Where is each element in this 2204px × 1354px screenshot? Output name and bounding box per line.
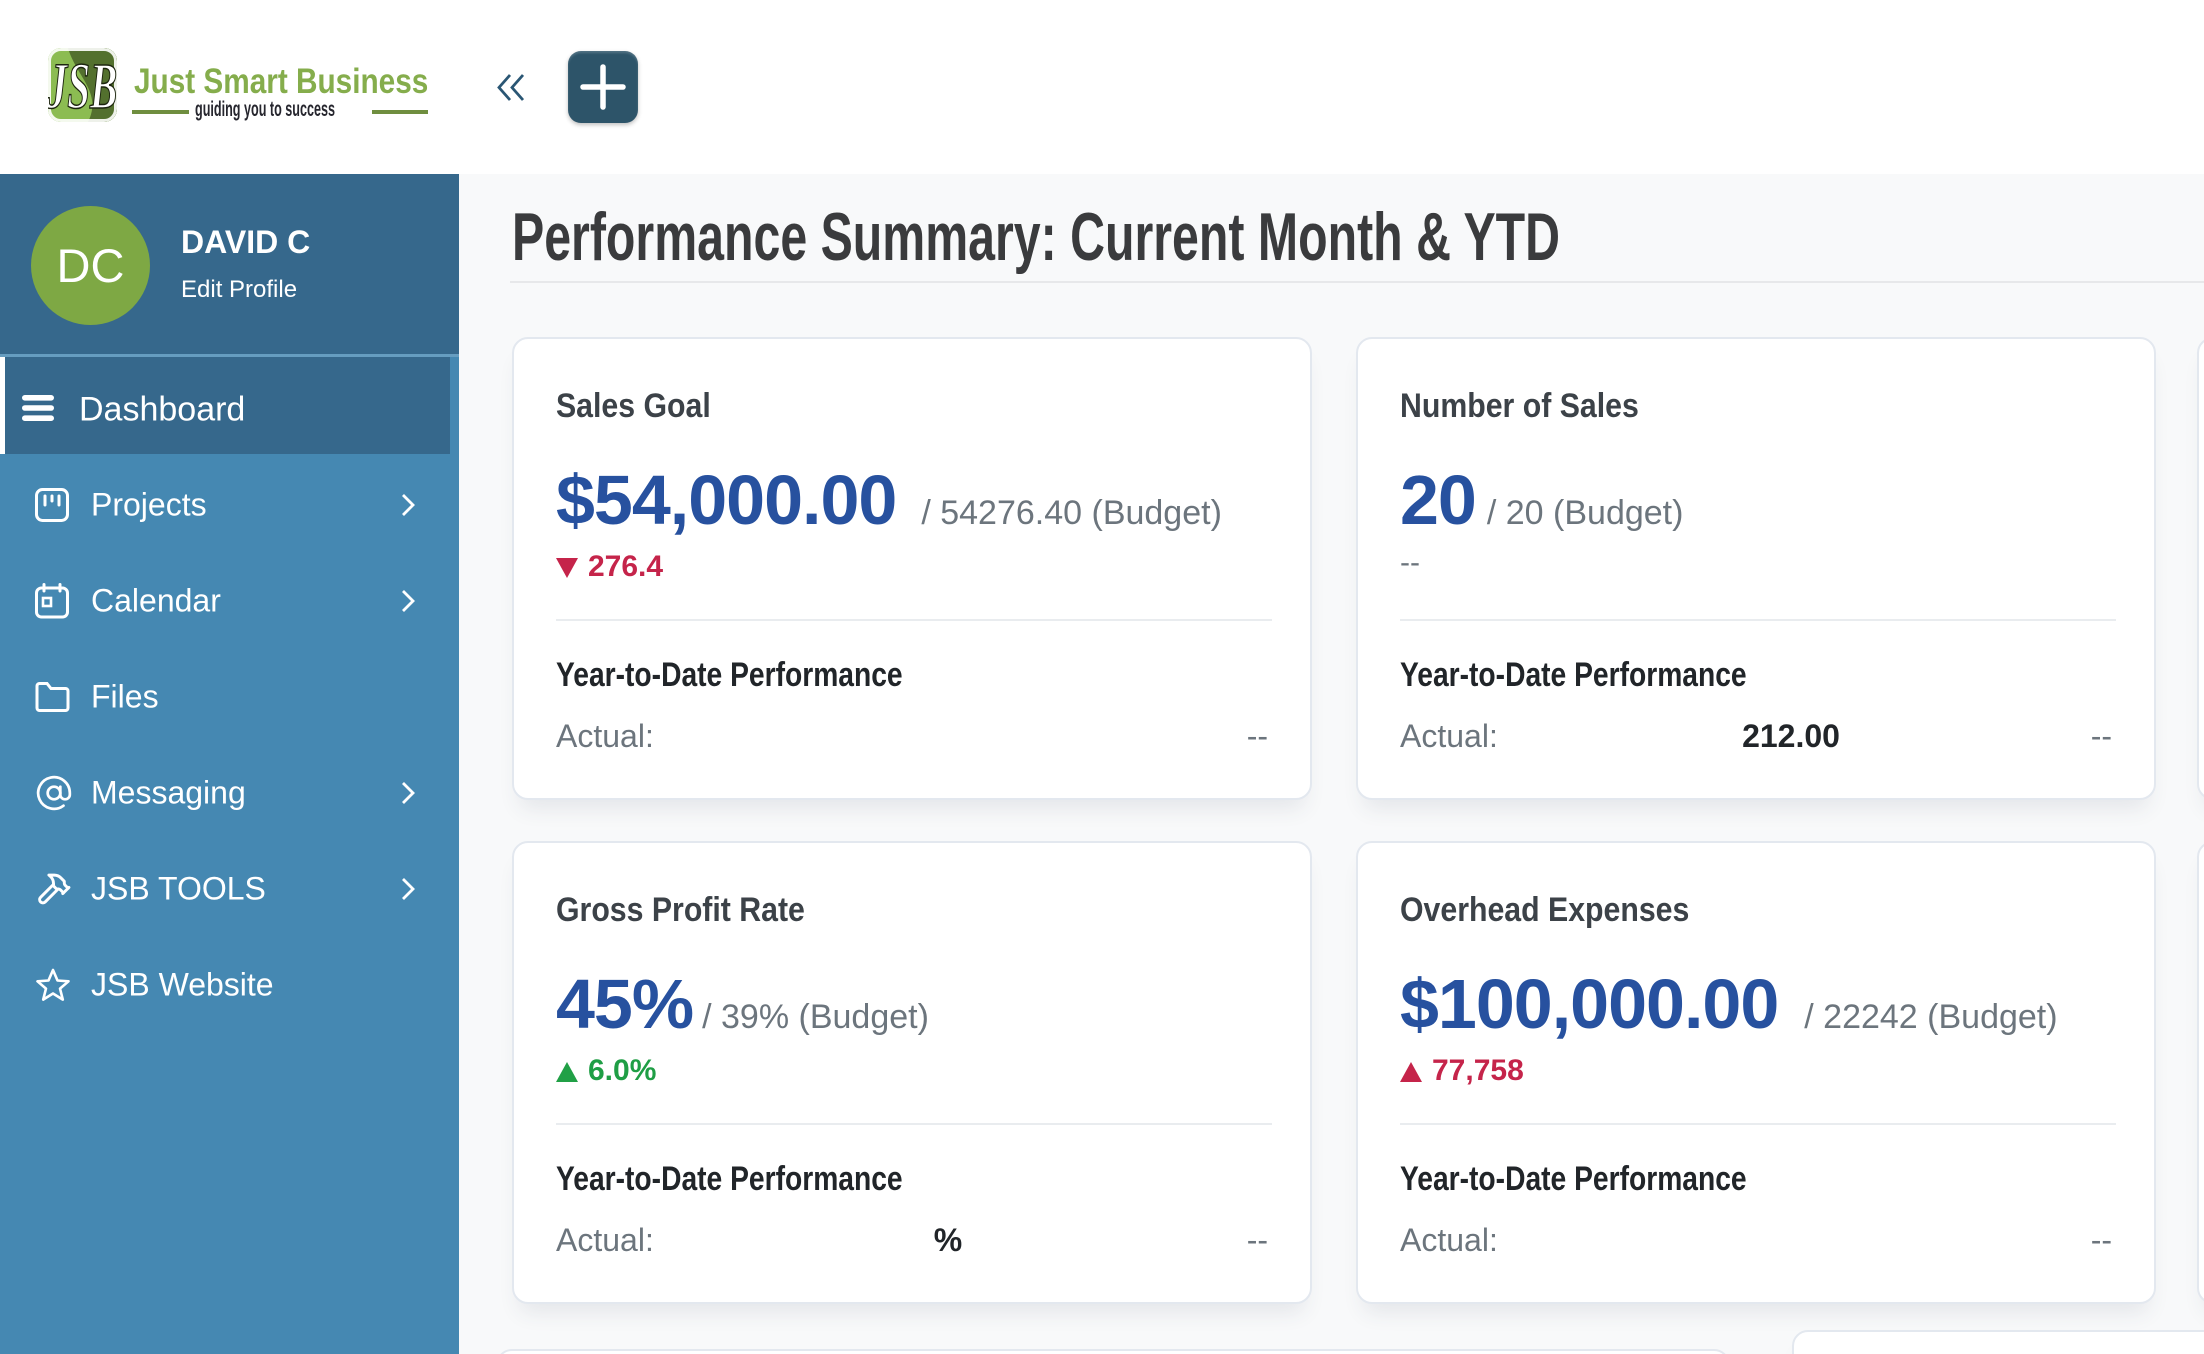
svg-text:JSB: JSB (48, 49, 117, 122)
